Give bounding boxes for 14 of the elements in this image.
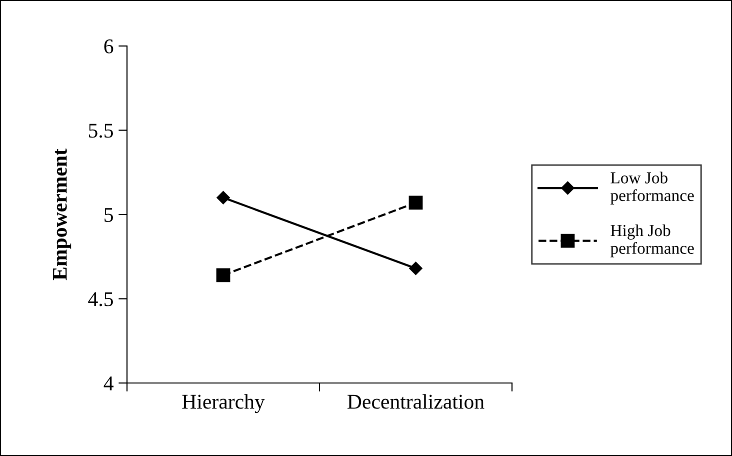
x-tick-label: Decentralization <box>348 394 484 409</box>
point <box>216 268 230 282</box>
y-tick-label: 5.5 <box>88 124 113 138</box>
y-axis-title: Empowerment <box>53 148 72 280</box>
y-tick-label: 4 <box>104 376 114 390</box>
y-tick-label: 6 <box>104 39 114 54</box>
point <box>216 191 230 204</box>
y-tick-label: 4.5 <box>88 292 113 306</box>
legend-label: Low Job performance <box>610 172 694 204</box>
point <box>408 196 423 210</box>
legend-label: High Job performance <box>610 224 694 258</box>
y-tick-label: 5 <box>104 208 113 222</box>
x-tick-label: Hierarchy <box>182 394 265 414</box>
point <box>409 262 422 276</box>
